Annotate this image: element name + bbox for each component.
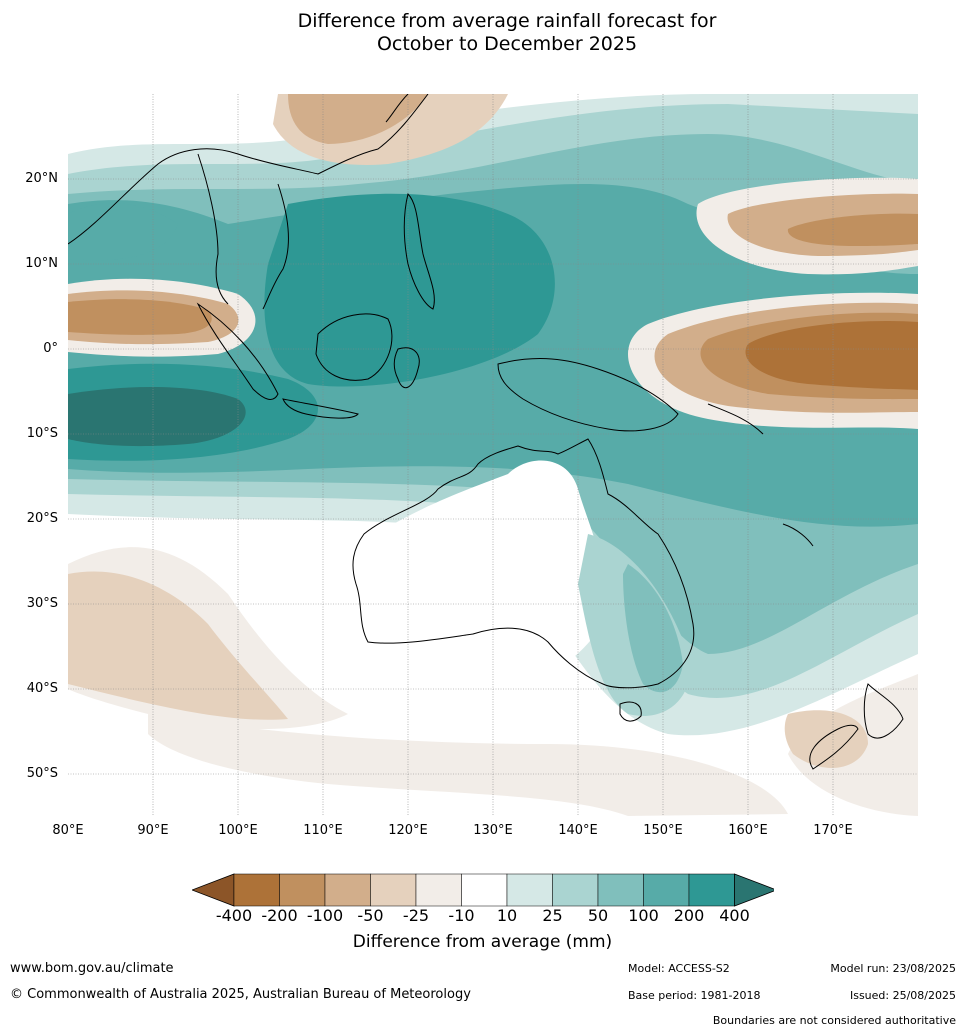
lon-label-100e: 100°E <box>218 823 258 838</box>
colorbar-swatch <box>552 873 599 907</box>
coastline-philippines <box>403 193 435 310</box>
lat-label-40s: 40°S <box>26 681 58 696</box>
dry-pacific-200 <box>745 320 918 390</box>
lon-label-130e: 130°E <box>473 823 513 838</box>
footer-website: www.bom.gov.au/climate <box>10 961 174 976</box>
lon-label-80e: 80°E <box>52 823 84 838</box>
colorbar-extend-low <box>190 873 235 907</box>
colorbar <box>190 873 778 911</box>
lat-label-30s: 30°S <box>26 596 58 611</box>
lat-label-20n: 20°N <box>25 171 58 186</box>
wet-nw-patch <box>68 203 178 261</box>
colorbar-tick-label: -100 <box>306 906 344 925</box>
colorbar-swatch <box>415 873 462 907</box>
coastline-japan <box>385 94 409 123</box>
coastline-mainland-asia <box>68 94 429 310</box>
colorbar-swatch <box>324 873 371 907</box>
lat-label-50s: 50°S <box>26 766 58 781</box>
title-line-1: Difference from average rainfall forecas… <box>297 10 717 32</box>
colorbar-tick-label: -400 <box>215 906 253 925</box>
lat-label-20s: 20°S <box>26 511 58 526</box>
footer-base-period: Base period: 1981-2018 <box>628 989 761 1002</box>
lon-label-90e: 90°E <box>137 823 169 838</box>
coastlines <box>68 94 904 770</box>
coastline-borneo <box>315 313 393 381</box>
colorbar-tick-label: -50 <box>357 906 384 925</box>
wet-band-400 <box>68 387 246 447</box>
colorbar-svg <box>190 873 778 907</box>
colorbar-swatch <box>461 873 508 907</box>
colorbar-tick-label: 50 <box>587 906 609 925</box>
colorbar-tick-label: 10 <box>496 906 518 925</box>
dry-npac-100 <box>787 213 918 246</box>
colorbar-swatch <box>233 873 280 907</box>
rainfall-map <box>68 94 918 816</box>
dry-south-indian-50 <box>68 571 288 720</box>
colorbar-swatch <box>370 873 417 907</box>
dry-bay-bengal-100 <box>68 299 212 335</box>
coastline-new-caledonia <box>782 523 814 547</box>
lon-label-150e: 150°E <box>643 823 683 838</box>
coastline-australia <box>352 438 695 689</box>
coastline-nz-north <box>863 683 904 739</box>
coastline-sumatra <box>196 302 279 400</box>
wet-east-aus-100 <box>623 564 683 693</box>
lon-label-160e: 160°E <box>728 823 768 838</box>
colorbar-swatch <box>506 873 553 907</box>
map-svg <box>68 94 918 816</box>
colorbar-swatch <box>279 873 326 907</box>
colorbar-swatch <box>597 873 644 907</box>
colorbar-swatch <box>643 873 690 907</box>
coastline-solomons <box>707 403 764 435</box>
coastline-nz-south <box>809 724 859 770</box>
lat-label-10s: 10°S <box>26 426 58 441</box>
lat-label-10n: 10°N <box>25 256 58 271</box>
colorbar-extend-high <box>734 873 778 907</box>
coastline-tasmania <box>619 701 642 722</box>
lon-label-140e: 140°E <box>558 823 598 838</box>
colorbar-tick-label: -10 <box>448 906 475 925</box>
colorbar-tick-label: 100 <box>628 906 659 925</box>
lon-label-110e: 110°E <box>303 823 343 838</box>
footer-disclaimer: Boundaries are not considered authoritat… <box>712 1014 956 1027</box>
coastline-new-guinea <box>497 358 679 432</box>
australia-white-interior <box>340 460 608 698</box>
footer-issued: Issued: 25/08/2025 <box>849 989 956 1002</box>
footer-model: Model: ACCESS-S2 <box>628 962 730 975</box>
colorbar-tick-label: 200 <box>673 906 705 925</box>
lat-label-0: 0° <box>43 341 58 356</box>
coastline-java <box>282 398 359 419</box>
colorbar-tick-label: 400 <box>719 906 750 925</box>
wet-band-200 <box>264 193 555 387</box>
footer-model-run: Model run: 23/08/2025 <box>830 962 956 975</box>
colorbar-tick-label: 25 <box>542 906 563 925</box>
graticule <box>68 94 918 816</box>
colorbar-tick-label: -25 <box>402 906 430 925</box>
coastline-sulawesi <box>393 347 420 389</box>
colorbar-tick-label: -200 <box>261 906 298 925</box>
lon-label-170e: 170°E <box>813 823 853 838</box>
lon-label-120e: 120°E <box>388 823 428 838</box>
map-title: Difference from average rainfall forecas… <box>0 10 965 56</box>
title-line-2: October to December 2025 <box>376 33 638 55</box>
dry-nz-50 <box>784 710 868 768</box>
footer-copyright: © Commonwealth of Australia 2025, Austra… <box>10 987 471 1002</box>
colorbar-label: Difference from average (mm) <box>352 932 613 952</box>
colorbar-swatch <box>688 873 735 907</box>
dry-south-band <box>148 714 788 816</box>
